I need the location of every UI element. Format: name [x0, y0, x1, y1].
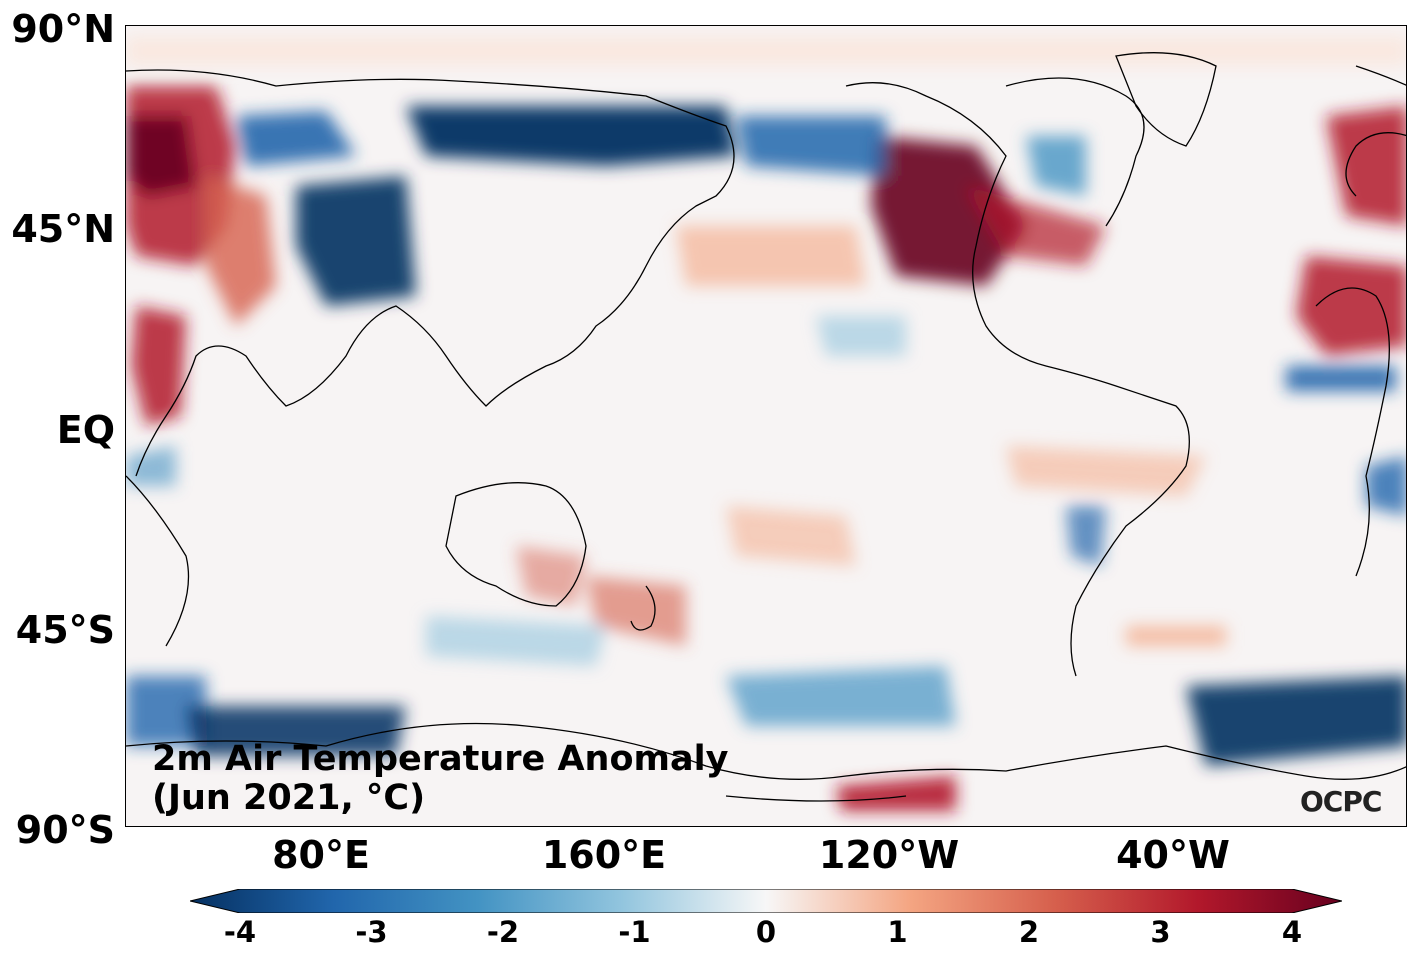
ocpc-logo: OCPC: [1300, 785, 1382, 818]
anomaly-field: [126, 26, 1406, 826]
coastlines: [126, 52, 1406, 802]
lat-label-90n: 90°N: [11, 7, 115, 51]
lat-label-eq: EQ: [56, 408, 115, 452]
colorbar-bar: [190, 889, 1342, 913]
lat-label-45s: 45°S: [15, 608, 115, 652]
lat-label-45n: 45°N: [11, 207, 115, 251]
lat-label-90s: 90°S: [15, 808, 115, 852]
colorbar-tick-label: 0: [755, 915, 777, 949]
lon-label-160e: 160°E: [541, 833, 667, 877]
colorbar-tick-label: 4: [1281, 915, 1303, 949]
colorbar-tick-label: 3: [1150, 915, 1171, 949]
lon-label-120w: 120°W: [818, 833, 960, 877]
colorbar-tick-label: -4: [223, 915, 257, 949]
colorbar-tick-label: 2: [1018, 915, 1040, 949]
map-title-line1: 2m Air Temperature Anomaly: [152, 739, 729, 779]
map-title-line2: (Jun 2021, °C): [152, 778, 426, 818]
colorbar-tick-label: -2: [486, 915, 520, 949]
map-panel: [125, 25, 1407, 827]
colorbar-tick-label: 1: [887, 915, 908, 949]
anomaly-blobs: [126, 36, 1406, 811]
colorbar-tick-label: -1: [618, 915, 651, 949]
lon-label-40w: 40°W: [1116, 833, 1230, 877]
lon-label-80e: 80°E: [272, 833, 370, 877]
map-title: 2m Air Temperature Anomaly (Jun 2021, °C…: [152, 740, 728, 818]
colorbar-tick-label: -3: [355, 915, 388, 949]
colorbar: [190, 889, 1342, 913]
